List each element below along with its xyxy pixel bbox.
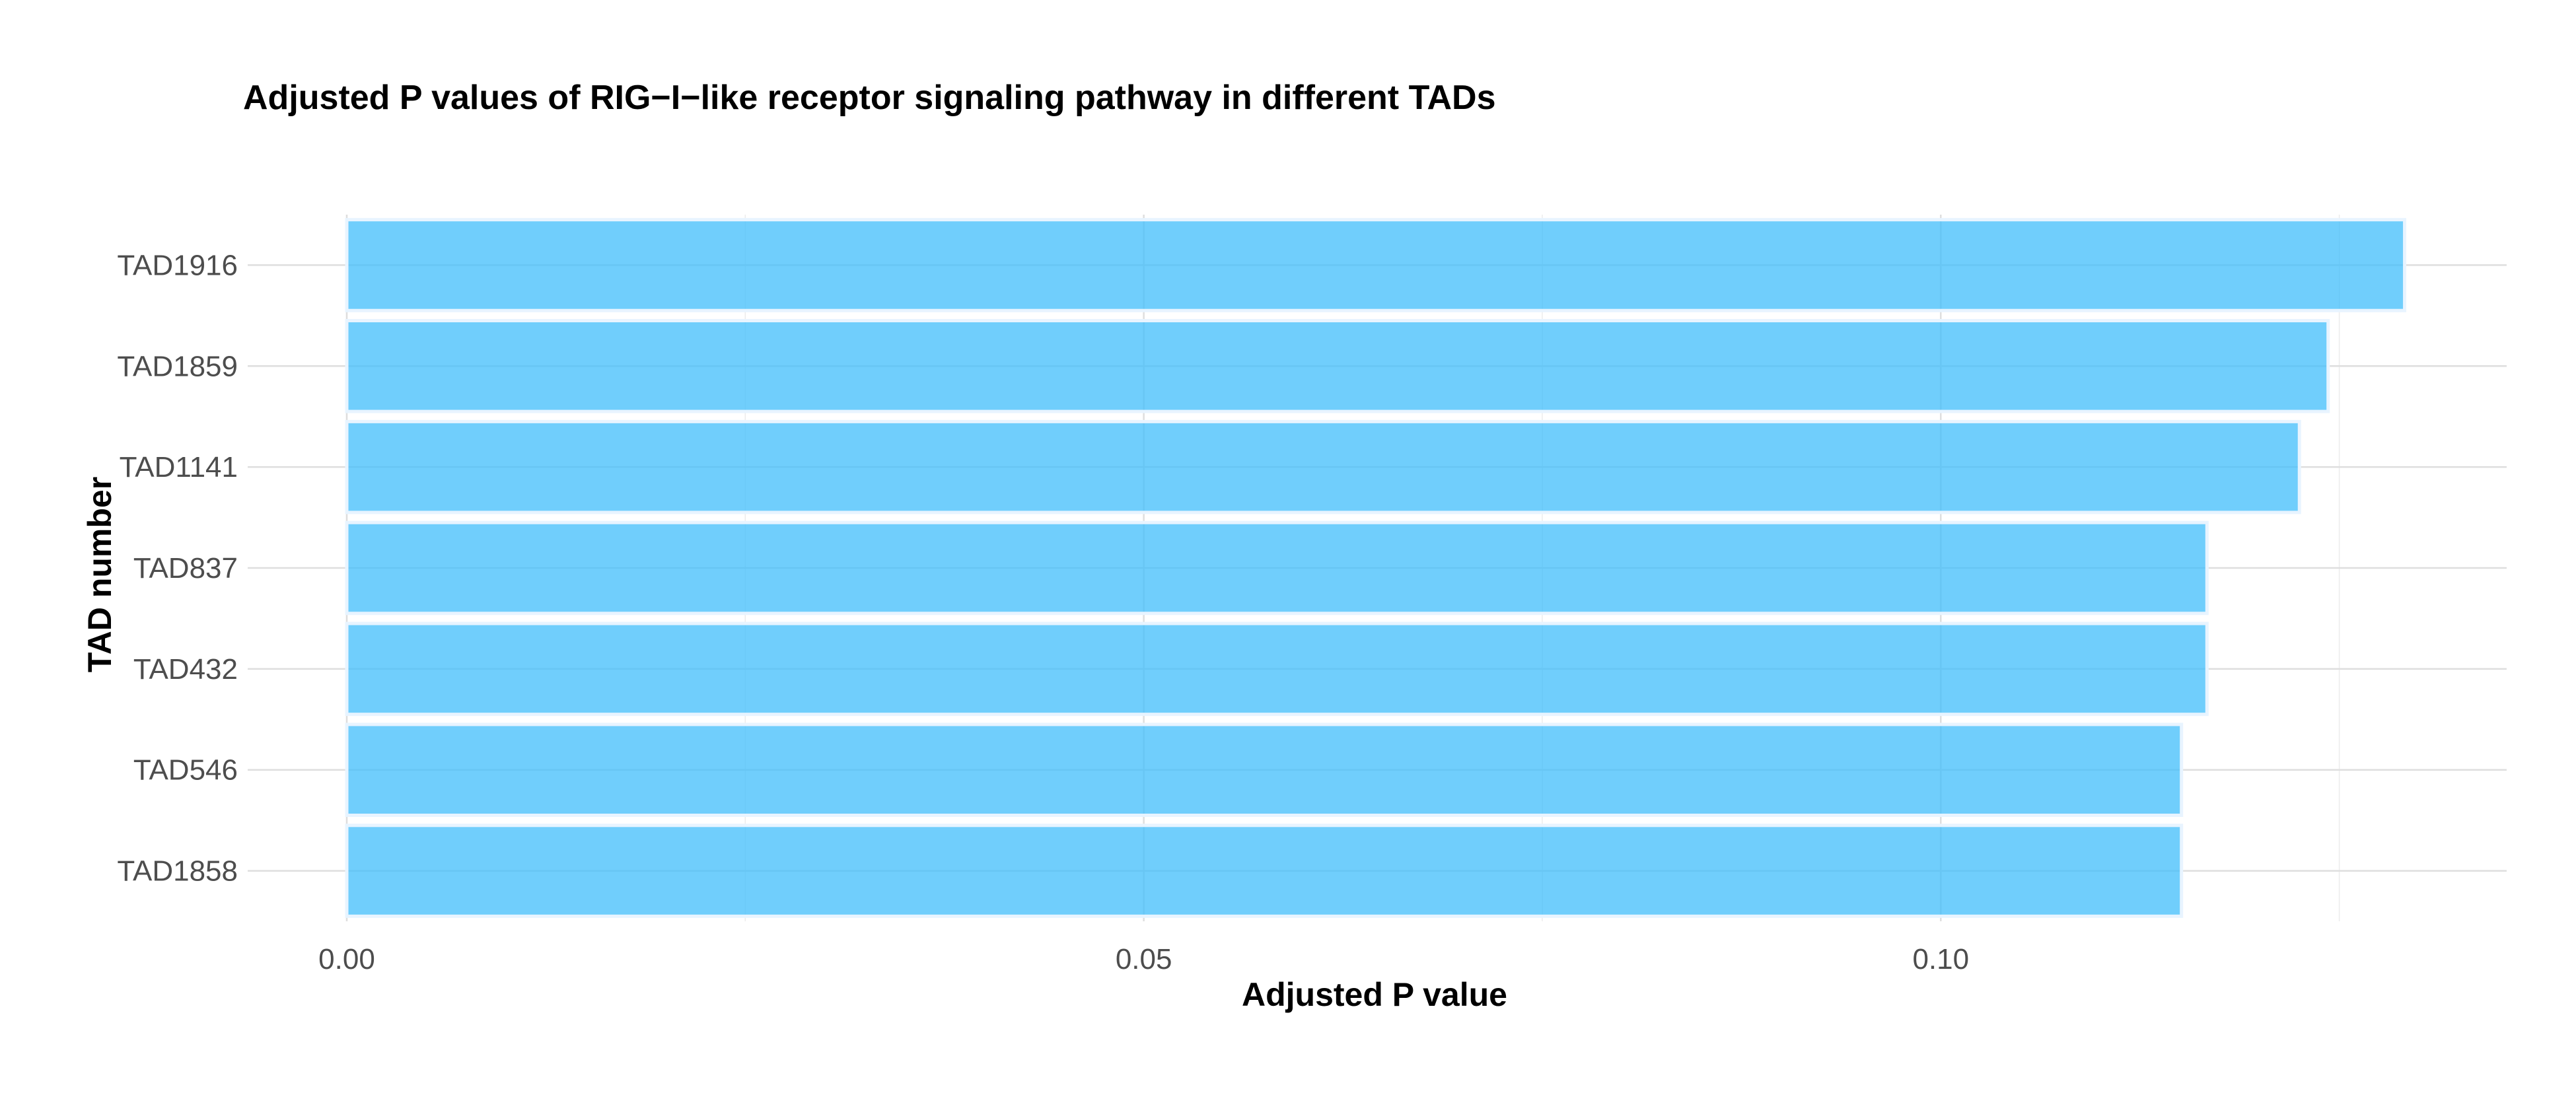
bar-tad1858 xyxy=(345,824,2184,918)
y-tick-label: TAD1141 xyxy=(120,451,238,483)
y-tick-label: TAD1859 xyxy=(117,350,238,382)
x-tick-label: 0.00 xyxy=(318,943,375,975)
x-tick-label: 0.10 xyxy=(1912,943,1969,975)
y-axis-title: TAD number xyxy=(81,477,118,672)
bars xyxy=(345,218,2407,918)
bar-tad432 xyxy=(345,621,2209,717)
y-tick-label: TAD1858 xyxy=(117,855,238,888)
y-tick-label: TAD1916 xyxy=(117,249,238,281)
x-tick-label: 0.05 xyxy=(1116,943,1172,975)
y-tick-label: TAD837 xyxy=(133,552,238,584)
bar-tad546 xyxy=(345,723,2184,818)
bar-tad1141 xyxy=(345,419,2301,514)
bar-tad837 xyxy=(345,520,2209,616)
x-tick-labels: 0.00 0.05 0.10 xyxy=(318,943,1969,975)
y-tick-labels: TAD1916 TAD1859 TAD1141 TAD837 TAD432 TAD546 T… xyxy=(117,249,238,887)
bar-tad1916 xyxy=(345,218,2407,312)
y-tick-label: TAD432 xyxy=(133,653,238,686)
bar-tad1859 xyxy=(345,319,2330,413)
x-axis-title: Adjusted P value xyxy=(1242,976,1507,1013)
chart-title: Adjusted P values of RIG−I−like receptor… xyxy=(243,79,1496,117)
y-tick-label: TAD546 xyxy=(133,754,238,787)
